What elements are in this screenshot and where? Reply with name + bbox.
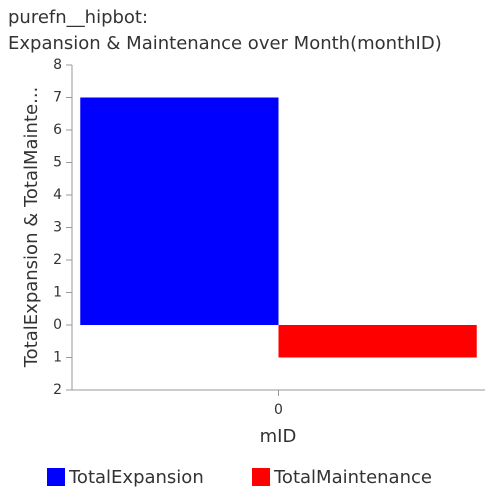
y-tick-label: 6 — [53, 122, 62, 138]
y-tick-label: 5 — [53, 155, 62, 171]
y-tick-label: 4 — [53, 187, 62, 203]
y-tick-label: 3 — [53, 220, 62, 236]
legend-label: TotalExpansion — [68, 467, 204, 488]
legend-swatch — [252, 468, 270, 486]
legend-label: TotalMaintenance — [273, 467, 432, 488]
y-tick-label: 8 — [53, 57, 62, 73]
x-axis-label: mID — [260, 426, 297, 447]
chart-title: purefn__hipbot: — [8, 7, 148, 28]
y-tick-label: 2 — [53, 382, 62, 398]
bar — [278, 325, 477, 358]
y-tick-label: 7 — [53, 90, 62, 106]
y-tick-label: 1 — [53, 350, 62, 366]
chart-subtitle: Expansion & Maintenance over Month(month… — [8, 33, 442, 54]
y-tick-label: 2 — [53, 252, 62, 268]
legend-swatch — [47, 468, 65, 486]
y-tick-label: 0 — [53, 317, 62, 333]
y-axis-label: TotalExpansion & TotalMainte... — [21, 87, 42, 369]
x-tick-label: 0 — [274, 402, 283, 418]
bar — [80, 97, 279, 325]
y-tick-label: 1 — [53, 285, 62, 301]
